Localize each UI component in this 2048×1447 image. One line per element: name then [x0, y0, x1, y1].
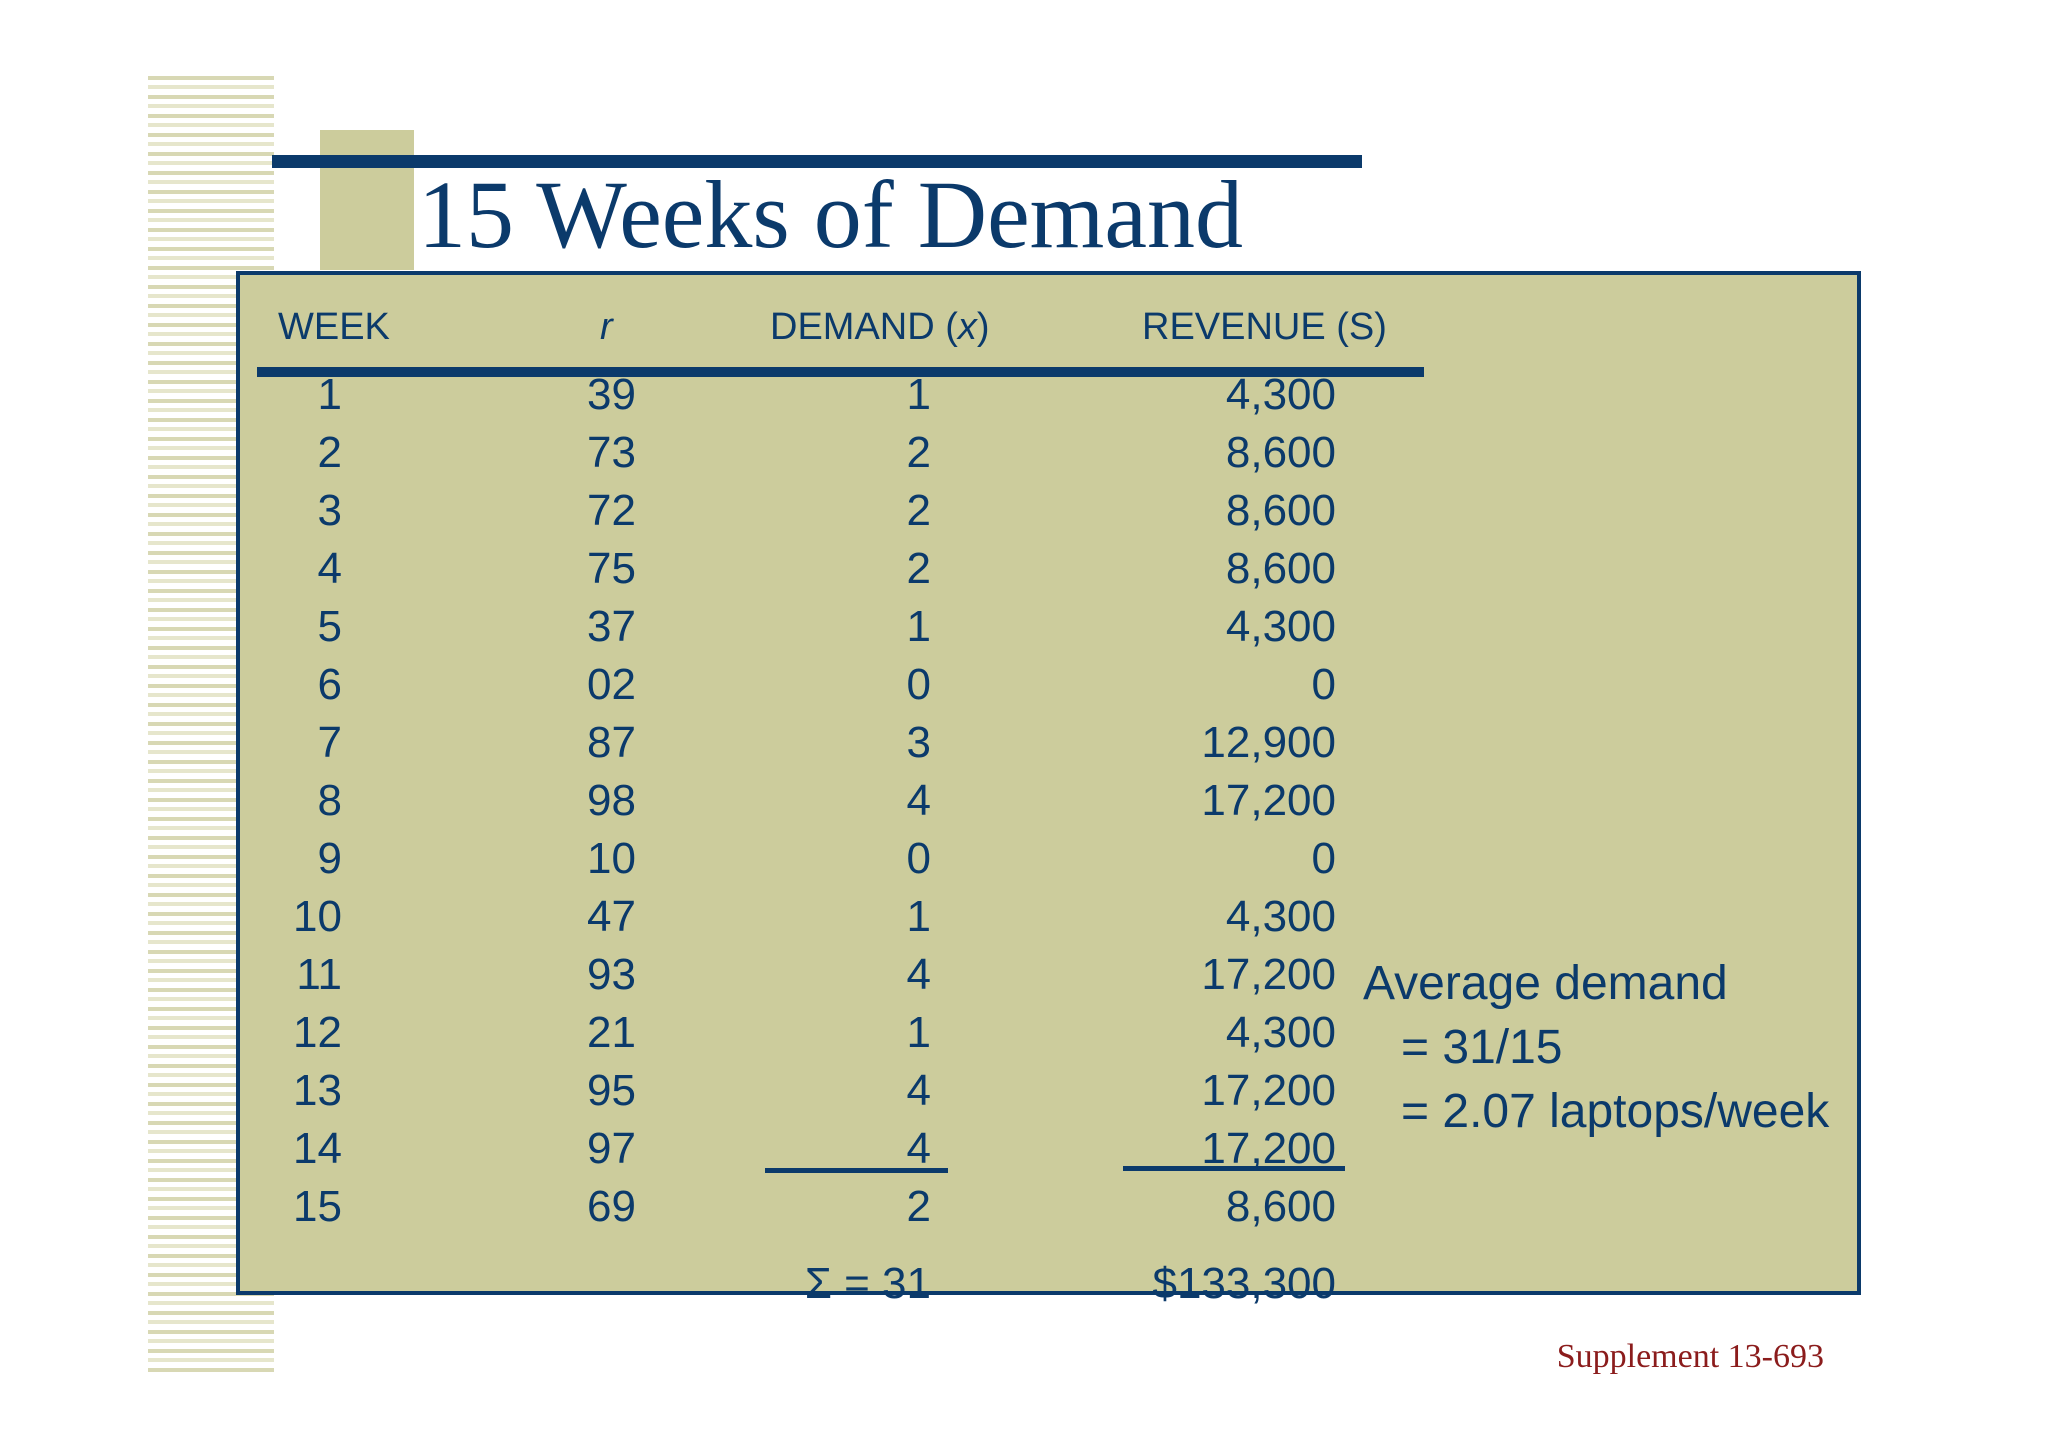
table-cell-r: 02 [587, 660, 636, 709]
table-cell-demand: 1 [906, 892, 931, 941]
table-cell-demand: 1 [906, 370, 931, 419]
table-cell-r: 39 [587, 370, 636, 419]
title-rule [272, 155, 1362, 168]
table-cell-week: 8 [317, 776, 342, 825]
table-cell-week: 15 [293, 1182, 342, 1231]
table-cell-r: 87 [587, 718, 636, 767]
table-cell-revenue: 17,200 [1201, 1124, 1336, 1173]
table-cell-week: 7 [317, 718, 342, 767]
table-cell-week: 12 [293, 1008, 342, 1057]
table-cell-week: 5 [317, 602, 342, 651]
average-line-2: = 31/15 [1401, 1021, 1563, 1074]
header-week: WEEK [278, 306, 390, 348]
average-line-3: = 2.07 laptops/week [1401, 1085, 1830, 1138]
table-cell-r: 75 [587, 544, 636, 593]
header-revenue: REVENUE (S) [1142, 306, 1387, 348]
table-cell-demand: 2 [906, 1182, 931, 1231]
table-cell-revenue: 0 [1311, 660, 1336, 709]
table-cell-revenue: 17,200 [1201, 950, 1336, 999]
table-cell-revenue: 8,600 [1225, 1182, 1336, 1231]
table-cell-week: 3 [317, 486, 342, 535]
slide-footer: Supplement 13-693 [1556, 1338, 1824, 1375]
revenue-total: $133,300 [1152, 1259, 1336, 1308]
table-cell-week: 13 [293, 1066, 342, 1115]
table-cell-revenue: 12,900 [1201, 718, 1336, 767]
table-panel [236, 271, 1861, 1295]
table-cell-demand: 2 [906, 486, 931, 535]
table-cell-demand: 4 [906, 1124, 931, 1173]
table-cell-week: 14 [293, 1124, 342, 1173]
demand-sum-rule [765, 1168, 948, 1173]
table-cell-r: 97 [587, 1124, 636, 1173]
table-cell-r: 37 [587, 602, 636, 651]
decorative-square [320, 130, 414, 270]
table-cell-demand: 0 [906, 660, 931, 709]
table-cell-revenue: 0 [1311, 834, 1336, 883]
table-cell-demand: 2 [906, 544, 931, 593]
table-cell-revenue: 8,600 [1225, 486, 1336, 535]
table-cell-week: 1 [317, 370, 342, 419]
table-cell-demand: 3 [906, 718, 931, 767]
table-cell-demand: 4 [906, 776, 931, 825]
table-cell-r: 10 [587, 834, 636, 883]
table-cell-r: 73 [587, 428, 636, 477]
table-cell-week: 6 [317, 660, 342, 709]
table-cell-revenue: 4,300 [1225, 370, 1336, 419]
average-demand-note: Average demand = 31/15 = 2.07 laptops/we… [1363, 952, 1829, 1144]
revenue-sum-rule [1123, 1166, 1345, 1171]
table-cell-r: 72 [587, 486, 636, 535]
table-cell-revenue: 4,300 [1225, 1008, 1336, 1057]
table-cell-r: 95 [587, 1066, 636, 1115]
table-cell-revenue: 17,200 [1201, 776, 1336, 825]
slide-title: 15 Weeks of Demand [418, 161, 1243, 268]
table-cell-r: 98 [587, 776, 636, 825]
table-cell-r: 21 [587, 1008, 636, 1057]
table-cell-week: 2 [317, 428, 342, 477]
table-cell-week: 11 [296, 950, 342, 999]
table-cell-week: 9 [317, 834, 342, 883]
table-cell-week: 4 [317, 544, 342, 593]
table-cell-demand: 0 [906, 834, 931, 883]
demand-total: Σ = 31 [804, 1259, 931, 1308]
table-cell-revenue: 8,600 [1225, 544, 1336, 593]
table-cell-revenue: 4,300 [1225, 892, 1336, 941]
table-cell-week: 10 [293, 892, 342, 941]
table-cell-demand: 2 [906, 428, 931, 477]
header-r: r [600, 306, 613, 348]
table-cell-revenue: 4,300 [1225, 602, 1336, 651]
average-line-1: Average demand [1363, 957, 1728, 1010]
header-demand: DEMAND (x) [770, 306, 990, 348]
table-cell-demand: 1 [906, 1008, 931, 1057]
table-cell-r: 93 [587, 950, 636, 999]
table-cell-demand: 4 [906, 1066, 931, 1115]
table-cell-revenue: 8,600 [1225, 428, 1336, 477]
table-cell-demand: 4 [906, 950, 931, 999]
table-cell-r: 47 [587, 892, 636, 941]
table-cell-r: 69 [587, 1182, 636, 1231]
table-cell-revenue: 17,200 [1201, 1066, 1336, 1115]
table-cell-demand: 1 [906, 602, 931, 651]
header-rule [257, 367, 1424, 377]
